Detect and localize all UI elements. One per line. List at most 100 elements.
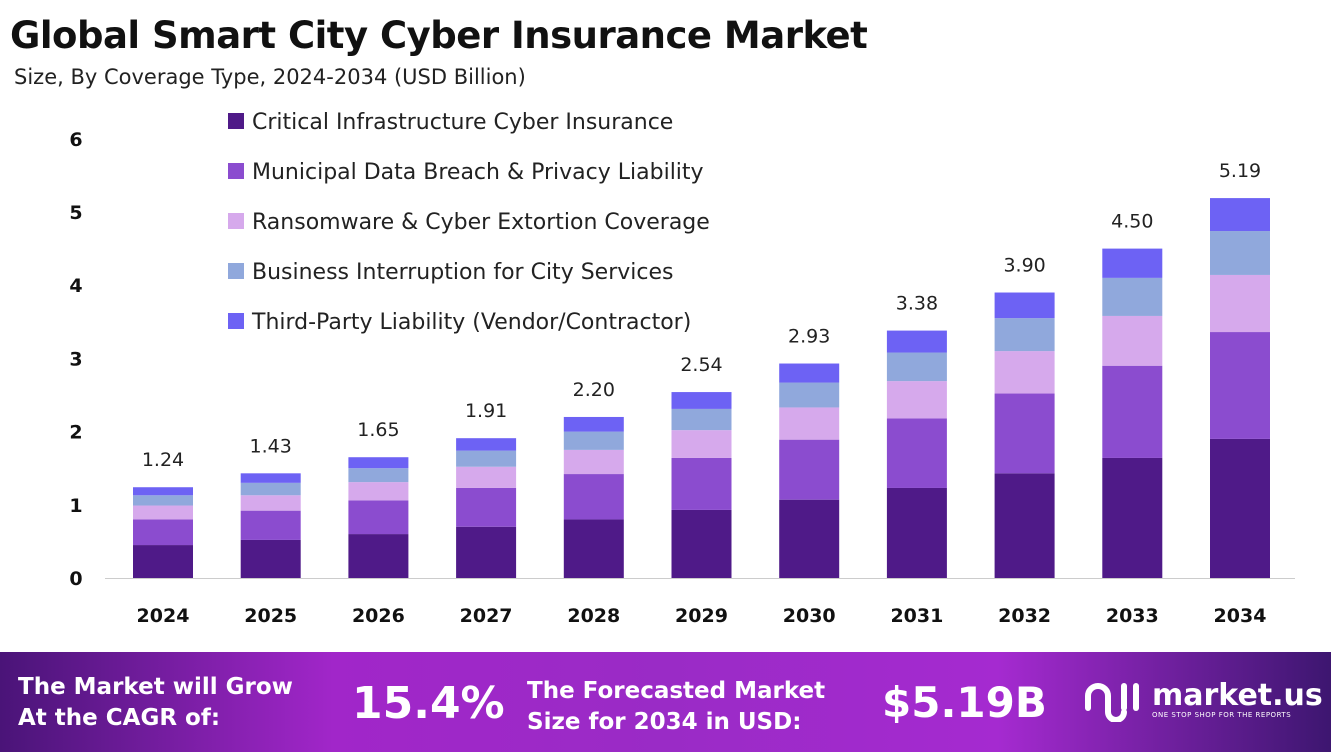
y-tick-label: 0 — [69, 568, 82, 590]
bar-segment-3 — [994, 351, 1055, 394]
x-tick-label: 2030 — [783, 605, 836, 627]
bar-segment-2 — [1102, 365, 1163, 458]
total-data-label: 1.24 — [142, 449, 184, 471]
bar-segment-1 — [240, 539, 301, 578]
total-data-label: 1.65 — [357, 419, 399, 441]
x-tick-label: 2025 — [244, 605, 297, 627]
bar-segment-5 — [779, 363, 840, 383]
bar-segment-1 — [563, 519, 624, 578]
bar-segment-2 — [994, 393, 1055, 474]
cagr-label-line1: The Market will Grow — [18, 674, 293, 700]
bar-segment-4 — [240, 482, 301, 496]
bar-segment-1 — [1210, 438, 1270, 578]
bar-segment-1 — [456, 526, 517, 578]
total-data-label: 4.50 — [1111, 211, 1153, 233]
summary-banner: The Market will Grow At the CAGR of: 15.4… — [0, 652, 1331, 752]
total-data-label: 1.91 — [465, 400, 507, 422]
forecast-label: The Forecasted Market Size for 2034 in US… — [527, 676, 825, 738]
x-tick-label: 2027 — [460, 605, 513, 627]
x-tick-label: 2033 — [1106, 605, 1159, 627]
total-data-label: 3.90 — [1003, 255, 1045, 277]
chart-title: Global Smart City Cyber Insurance Market — [10, 14, 868, 57]
bar-segment-2 — [133, 519, 193, 546]
forecast-value: $5.19B — [882, 678, 1047, 727]
x-tick-label: 2031 — [890, 605, 943, 627]
bar-segment-1 — [886, 487, 947, 578]
bar-segment-4 — [1210, 231, 1270, 275]
bar-segment-5 — [240, 473, 301, 483]
y-tick-label: 5 — [69, 202, 82, 224]
bar-segment-4 — [886, 352, 947, 382]
bar-segment-3 — [133, 505, 193, 520]
market-us-logo: market.us ONE STOP SHOP FOR THE REPORTS — [1082, 678, 1323, 722]
cagr-label: The Market will Grow At the CAGR of: — [18, 672, 293, 734]
y-tick-label: 4 — [69, 275, 82, 297]
bar-segment-5 — [1210, 198, 1270, 232]
bar-segment-2 — [348, 500, 409, 535]
total-data-label: 2.93 — [788, 326, 830, 348]
x-tick-label: 2026 — [352, 605, 405, 627]
total-data-label: 3.38 — [896, 293, 938, 315]
legend-label: Third-Party Liability (Vendor/Contractor… — [251, 310, 691, 335]
bar-segment-3 — [563, 449, 624, 475]
y-tick-label: 6 — [69, 129, 82, 151]
bar-segment-3 — [1210, 274, 1270, 333]
legend-label: Municipal Data Breach & Privacy Liabilit… — [252, 160, 704, 185]
stacked-bar-chart: 0 1 2 3 4 5 6 1.24 2024 1.43 2025 1.65 2026 1.91 2027 2… — [69, 110, 1295, 627]
forecast-label-line1: The Forecasted Market — [527, 678, 826, 704]
total-data-label: 1.43 — [250, 435, 292, 457]
bar-segment-1 — [994, 473, 1055, 578]
bar-segment-2 — [886, 418, 947, 488]
bar-segment-5 — [133, 487, 193, 496]
bar-segment-5 — [1102, 248, 1163, 278]
bar-segment-2 — [671, 457, 732, 510]
x-tick-label: 2034 — [1214, 605, 1267, 627]
bar-segment-4 — [1102, 277, 1163, 316]
bar-segment-2 — [456, 487, 517, 527]
legend-label: Business Interruption for City Services — [252, 260, 673, 285]
x-tick-label: 2029 — [675, 605, 728, 627]
bar-segment-5 — [994, 292, 1055, 319]
chart-subtitle: Size, By Coverage Type, 2024-2034 (USD B… — [14, 65, 526, 89]
legend-swatch — [228, 163, 244, 179]
bar-segment-4 — [563, 431, 624, 450]
bar-segment-1 — [1102, 457, 1163, 578]
bar-segment-3 — [886, 381, 947, 419]
y-tick-label: 3 — [69, 348, 82, 370]
bar-segment-3 — [779, 407, 840, 440]
x-tick-label: 2028 — [567, 605, 620, 627]
bar-segment-5 — [563, 416, 624, 432]
bar-segment-3 — [1102, 315, 1163, 366]
bar-segment-4 — [994, 318, 1055, 352]
bar-segment-5 — [671, 392, 732, 409]
y-tick-label: 2 — [69, 422, 82, 444]
bar-segment-5 — [456, 438, 517, 451]
total-data-label: 2.20 — [573, 379, 615, 401]
bar-segment-1 — [133, 545, 193, 578]
logo-tagline: ONE STOP SHOP FOR THE REPORTS — [1152, 711, 1292, 719]
bar-segment-4 — [456, 450, 517, 467]
bar-segment-4 — [671, 408, 732, 431]
legend-swatch — [228, 213, 244, 229]
bar-segment-4 — [133, 495, 193, 506]
x-tick-label: 2024 — [137, 605, 190, 627]
bar-segment-1 — [671, 509, 732, 578]
bar-segment-3 — [240, 495, 301, 511]
bar-segment-2 — [563, 474, 624, 520]
bar-segment-2 — [1210, 332, 1270, 439]
legend-swatch — [228, 113, 244, 129]
total-data-label: 5.19 — [1219, 160, 1261, 182]
bar-segment-3 — [456, 466, 517, 488]
legend-label: Ransomware & Cyber Extortion Coverage — [252, 210, 710, 235]
bar-segment-2 — [240, 510, 301, 540]
bar-segment-3 — [671, 430, 732, 458]
logo-text: market.us — [1152, 678, 1323, 713]
y-tick-label: 1 — [69, 495, 82, 517]
bar-segment-1 — [779, 499, 840, 578]
legend-swatch — [228, 313, 244, 329]
bar-segment-2 — [779, 439, 840, 500]
total-data-label: 2.54 — [680, 354, 722, 376]
bar-segment-5 — [886, 330, 947, 353]
cagr-value: 15.4% — [352, 678, 505, 729]
bar-segment-5 — [348, 457, 409, 469]
